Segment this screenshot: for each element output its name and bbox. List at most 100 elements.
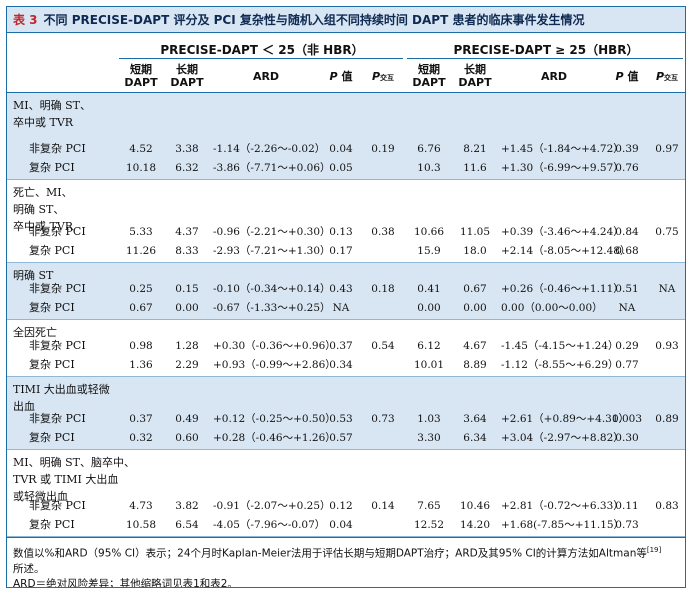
group-header-non-hbr: PRECISE-DAPT ＜ 25（非 HBR） [160, 43, 364, 57]
table-cell: -0.91（-2.07～+0.25） [213, 500, 331, 512]
subgroup-label: 复杂 PCI [29, 358, 75, 371]
table-cell: 0.73 [371, 413, 395, 425]
table-cell: 0.34 [329, 359, 353, 371]
table-cell: 1.36 [129, 359, 153, 371]
table-cell: 12.52 [413, 519, 445, 531]
table-cell: 0.25 [129, 283, 153, 295]
table-cell: 0.75 [655, 226, 679, 238]
table-cell: 0.38 [371, 226, 395, 238]
table-cell: 0.89 [655, 413, 679, 425]
table-cell: 0.12 [329, 500, 353, 512]
table-cell: 4.52 [129, 143, 153, 155]
section-row: TIMI 大出血或轻微 出血 非复杂 PCI 0.37 0.49 +0.12（-0.25～… [7, 377, 685, 450]
table-cell: 0.57 [329, 432, 353, 444]
table-cell: 0.00 [175, 302, 199, 314]
table-cell: 0.93 [655, 340, 679, 352]
table-cell: -2.93（-7.21～+1.30） [213, 245, 331, 257]
table-cell: 0.15 [175, 283, 199, 295]
table-cell: 0.84 [615, 226, 639, 238]
table-cell: 10.46 [459, 500, 491, 512]
table-cell: 0.41 [417, 283, 441, 295]
table-title: 不同 PRECISE-DAPT 评分及 PCI 复杂性与随机入组不同持续时间 D… [43, 13, 585, 27]
table-cell: 0.05 [329, 162, 353, 174]
section-label: 全因死亡 [13, 326, 57, 339]
table-container: 表 3 不同 PRECISE-DAPT 评分及 PCI 复杂性与随机入组不同持续… [6, 6, 686, 588]
table-cell: 5.33 [129, 226, 153, 238]
section-row: 死亡、MI、 明确 ST、 卒中或 TVR 非复杂 PCI 5.33 4.37 -0.96（… [7, 180, 685, 263]
col-short-dapt-right: 短期 DAPT [412, 63, 446, 89]
col-ard-right: ARD [540, 70, 568, 83]
table-cell: 10.01 [413, 359, 445, 371]
table-cell: 0.83 [655, 500, 679, 512]
col-p-left: P 值 [329, 70, 353, 83]
table-cell: 0.43 [329, 283, 353, 295]
col-p-right: P 值 [615, 70, 639, 83]
table-cell: +0.28（-0.46～+1.26） [213, 432, 336, 444]
col-ard-left: ARD [252, 70, 280, 83]
table-cell: 3.82 [175, 500, 199, 512]
section-label: 死亡、MI、 [13, 186, 73, 199]
col-short-dapt-left: 短期 DAPT [124, 63, 158, 89]
table-cell: 0.32 [129, 432, 153, 444]
table-cell: 0.73 [615, 519, 639, 531]
table-cell: NA [618, 302, 636, 314]
table-cell: 6.76 [417, 143, 441, 155]
col-pint-left: P交互 [371, 70, 395, 83]
table-cell: -1.12（-8.55～+6.29） [501, 359, 619, 371]
table-cell: +1.45（-1.84～+4.72） [501, 143, 624, 155]
subgroup-label: 非复杂 PCI [29, 282, 86, 295]
table-cell: 8.33 [175, 245, 199, 257]
subgroup-label: 非复杂 PCI [29, 142, 86, 155]
table-cell: +0.39（-3.46～+4.24） [501, 226, 624, 238]
table-cell: 2.29 [175, 359, 199, 371]
table-cell: 0.18 [371, 283, 395, 295]
table-cell: 0.19 [371, 143, 395, 155]
section-label: MI、明确 ST、 [13, 99, 91, 112]
table-cell: 0.98 [129, 340, 153, 352]
table-header: PRECISE-DAPT ＜ 25（非 HBR） PRECISE-DAPT ≥ … [7, 33, 685, 93]
table-cell: -3.86（-7.71～+0.06） [213, 162, 331, 174]
section-label: MI、明确 ST、脑卒中、 [13, 456, 135, 469]
table-cell: +2.61（+0.89～+4.31） [501, 413, 630, 425]
col-pint-right: P交互 [655, 70, 679, 83]
table-cell: 6.32 [175, 162, 199, 174]
table-cell: -0.96（-2.21～+0.30） [213, 226, 331, 238]
section-label: 明确 ST [13, 269, 54, 282]
table-cell: 15.9 [417, 245, 441, 257]
table-cell: +0.12（-0.25～+0.50） [213, 413, 336, 425]
section-row: MI、明确 ST、脑卒中、 TVR 或 TIMI 大出血 或轻微出血 非复杂 PCI 4… [7, 450, 685, 537]
table-cell: -0.10（-0.34～+0.14） [213, 283, 331, 295]
table-cell: 0.17 [329, 245, 353, 257]
section-row: 全因死亡 非复杂 PCI 0.98 1.28 +0.30（-0.36～+0.96） 0.3… [7, 320, 685, 377]
table-cell: 0.30 [615, 432, 639, 444]
table-number: 表 3 [13, 13, 38, 27]
table-cell: NA [658, 283, 676, 295]
section-label: 卒中或 TVR [13, 116, 74, 129]
col-long-dapt-left: 长期 DAPT [170, 63, 204, 89]
table-cell: 7.65 [417, 500, 441, 512]
table-cell: 0.67 [129, 302, 153, 314]
table-cell: 0.51 [615, 283, 639, 295]
footnote-line-1b: 所述。 [13, 562, 45, 575]
table-cell: 10.3 [417, 162, 441, 174]
section-label: 或轻微出血 [13, 490, 68, 503]
table-cell: 6.34 [463, 432, 487, 444]
table-cell: 1.28 [175, 340, 199, 352]
footnote-line-1: 数值以%和ARD（95% CI）表示；24个月时Kaplan-Meier法用于评… [13, 546, 662, 560]
group-underline-right [407, 58, 683, 59]
subgroup-label: 非复杂 PCI [29, 499, 86, 512]
table-cell: +0.30（-0.36～+0.96） [213, 340, 336, 352]
table-cell: +2.81（-0.72～+6.33） [501, 500, 624, 512]
footnote-line-2: ARD＝绝对风险差异；其他缩略词见表1和表2。 [13, 577, 238, 588]
group-underline-left [119, 58, 403, 59]
table-cell: 10.18 [125, 162, 157, 174]
table-cell: 0.00 [463, 302, 487, 314]
table-cell: +2.14（-8.05～+12.48） [501, 245, 631, 257]
section-label: 明确 ST、 [13, 203, 65, 216]
table-cell: 8.89 [463, 359, 487, 371]
subgroup-label: 非复杂 PCI [29, 339, 86, 352]
table-cell: 0.37 [329, 340, 353, 352]
table-cell: 4.73 [129, 500, 153, 512]
table-cell: -4.05（-7.96～-0.07） [213, 519, 326, 531]
table-cell: 0.97 [655, 143, 679, 155]
